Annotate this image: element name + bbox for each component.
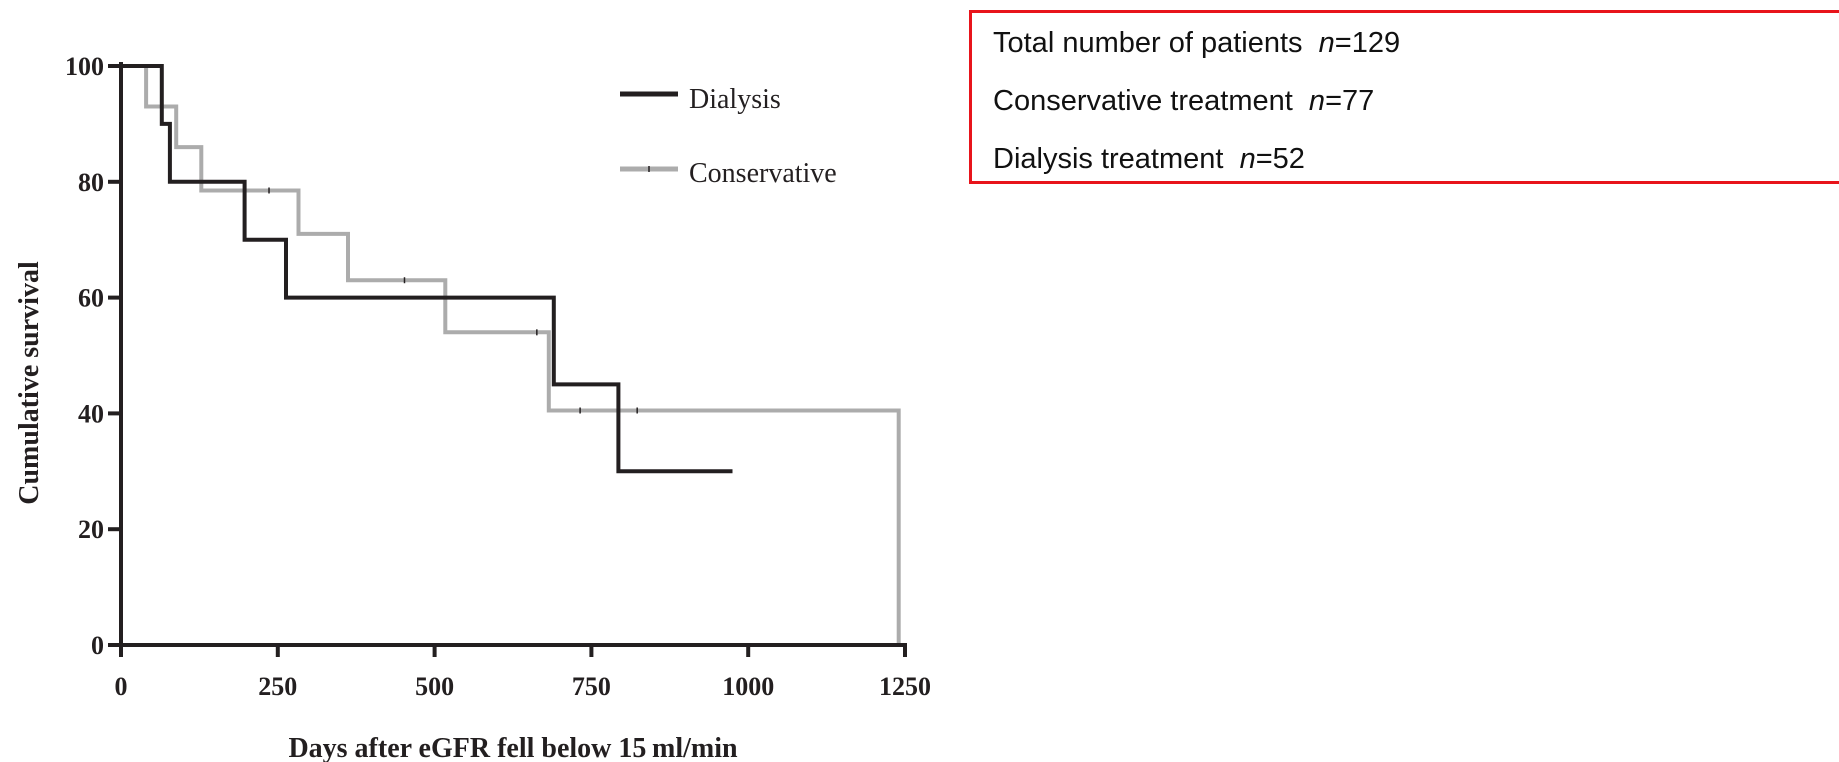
y-tick-label-3: 60 bbox=[78, 284, 104, 313]
info-line-conservative-value: =77 bbox=[1325, 85, 1375, 117]
info-line-total-var: n bbox=[1318, 27, 1335, 59]
axes-layer bbox=[119, 62, 907, 647]
legend: Dialysis Conservative bbox=[620, 84, 837, 189]
x-tick-label-5: 1250 bbox=[879, 672, 931, 701]
info-line-dialysis-var: n bbox=[1239, 143, 1256, 175]
info-line-total-label: Total number of patients bbox=[993, 27, 1319, 59]
info-line-total-value: =129 bbox=[1334, 27, 1401, 59]
info-line-conservative-label: Conservative treatment bbox=[993, 85, 1309, 117]
patient-count-box: Total number of patients n=129 Conservat… bbox=[969, 10, 1839, 184]
y-tick-label-4: 80 bbox=[78, 168, 104, 197]
legend-label-dialysis: Dialysis bbox=[689, 84, 781, 115]
info-line-dialysis-label: Dialysis treatment bbox=[993, 143, 1240, 175]
x-tick-label-4: 1000 bbox=[722, 672, 774, 701]
y-tick-label-0: 0 bbox=[91, 631, 104, 660]
legend-label-conservative: Conservative bbox=[689, 158, 837, 189]
tick-layer: 0 250 500 750 1000 1250 0 20 40 60 80 100 bbox=[65, 52, 931, 701]
info-line-conservative-var: n bbox=[1308, 85, 1326, 117]
x-tick-label-0: 0 bbox=[115, 672, 128, 701]
series-layer bbox=[121, 64, 901, 645]
x-axis-title: Days after eGFR fell below 15 ml/min bbox=[288, 733, 738, 762]
info-line-conservative: Conservative treatment n=77 bbox=[993, 85, 1374, 118]
survival-chart: 0 250 500 750 1000 1250 0 20 40 60 80 100 Cumulativ… bbox=[14, 52, 931, 762]
info-line-dialysis-value: =52 bbox=[1255, 143, 1305, 175]
y-tick-label-2: 40 bbox=[78, 399, 104, 428]
info-line-total: Total number of patients n=129 bbox=[993, 27, 1400, 60]
x-tick-label-2: 500 bbox=[415, 672, 454, 701]
series-line-conservative bbox=[121, 64, 901, 645]
y-tick-label-5: 100 bbox=[65, 52, 104, 81]
x-tick-label-1: 250 bbox=[258, 672, 297, 701]
series-line-dialysis bbox=[121, 64, 733, 474]
y-axis-title: Cumulative survival bbox=[14, 261, 45, 505]
x-tick-label-3: 750 bbox=[572, 672, 611, 701]
y-tick-label-1: 20 bbox=[78, 515, 104, 544]
info-line-dialysis: Dialysis treatment n=52 bbox=[993, 143, 1305, 176]
